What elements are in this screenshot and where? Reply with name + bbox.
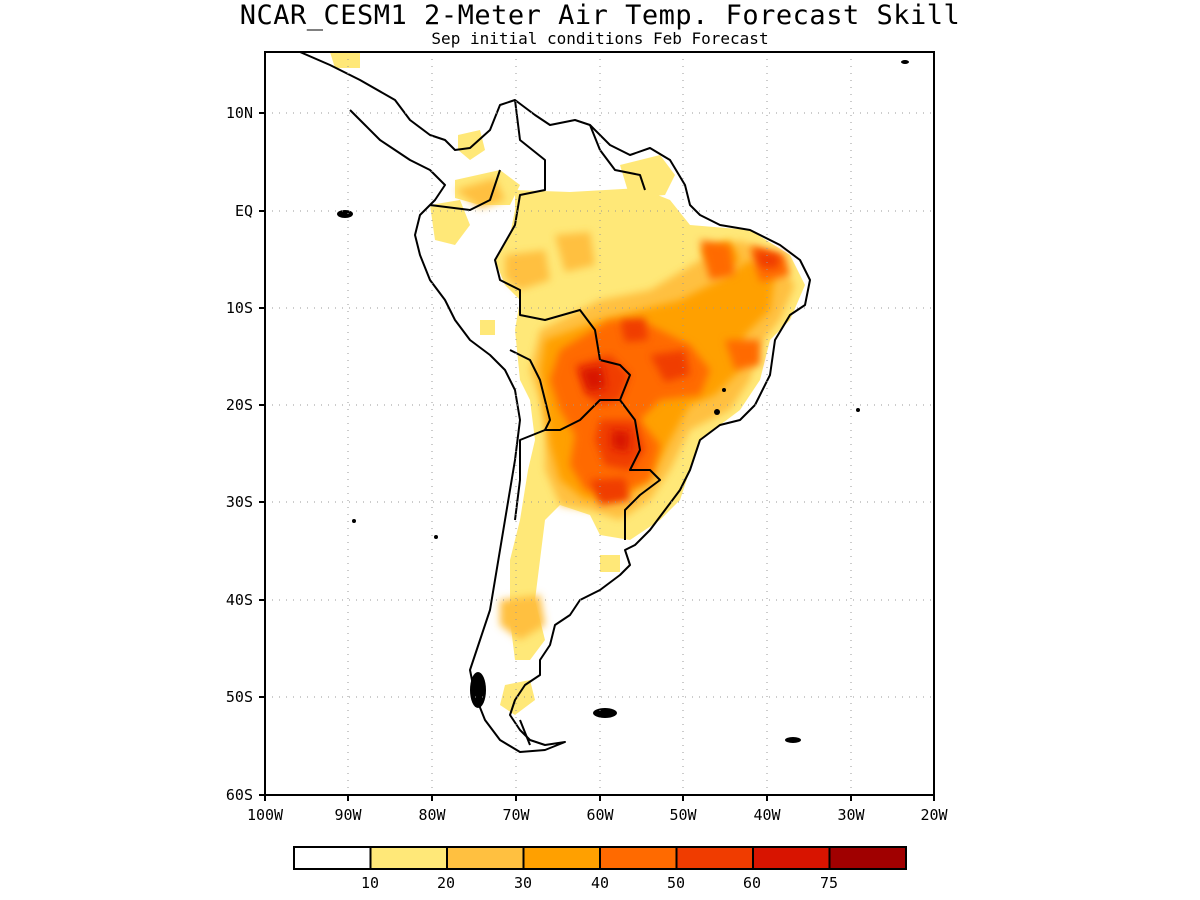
colorbar-swatch bbox=[599, 846, 678, 870]
y-tick-label: 10N bbox=[226, 104, 253, 122]
colorbar-swatch bbox=[675, 846, 754, 870]
y-axis-labels: 10N EQ 10S 20S 30S 40S 50S 60S bbox=[226, 104, 253, 804]
coastlines bbox=[299, 52, 811, 753]
x-tick-label: 70W bbox=[502, 806, 530, 824]
map-subtitle: Sep initial conditions Feb Forecast bbox=[431, 29, 769, 48]
colorbar-swatch bbox=[293, 846, 372, 870]
x-tick-label: 20W bbox=[920, 806, 948, 824]
grid-lines bbox=[265, 52, 934, 795]
colorbar: 10 20 30 40 50 60 75 bbox=[293, 846, 907, 892]
map-title: NCAR_CESM1 2-Meter Air Temp. Forecast Sk… bbox=[239, 0, 961, 31]
x-tick-label: 90W bbox=[334, 806, 362, 824]
islands bbox=[337, 60, 909, 743]
x-tick-label: 80W bbox=[418, 806, 446, 824]
colorbar-swatch bbox=[828, 846, 907, 870]
colorbar-swatch bbox=[522, 846, 601, 870]
y-tick-label: 10S bbox=[226, 299, 253, 317]
y-tick-label: EQ bbox=[235, 202, 253, 220]
colorbar-label: 50 bbox=[667, 874, 685, 892]
y-tick-label: 40S bbox=[226, 591, 253, 609]
x-axis-labels: 100W 90W 80W 70W 60W 50W 40W 30W 20W bbox=[247, 806, 949, 824]
y-tick-label: 50S bbox=[226, 688, 253, 706]
colorbar-label: 10 bbox=[361, 874, 379, 892]
colorbar-swatch bbox=[369, 846, 448, 870]
y-tick-label: 20S bbox=[226, 396, 253, 414]
y-tick-label: 30S bbox=[226, 493, 253, 511]
x-tick-label: 30W bbox=[837, 806, 865, 824]
x-tick-label: 60W bbox=[586, 806, 614, 824]
axis-ticks bbox=[259, 112, 935, 801]
colorbar-label: 60 bbox=[743, 874, 761, 892]
colorbar-label: 40 bbox=[591, 874, 609, 892]
colorbar-label: 30 bbox=[514, 874, 532, 892]
y-tick-label: 60S bbox=[226, 786, 253, 804]
colorbar-swatch bbox=[752, 846, 831, 870]
x-tick-label: 100W bbox=[247, 806, 284, 824]
colorbar-label: 75 bbox=[820, 874, 838, 892]
x-tick-label: 50W bbox=[669, 806, 697, 824]
colorbar-label: 20 bbox=[437, 874, 455, 892]
x-tick-label: 40W bbox=[753, 806, 781, 824]
colorbar-swatch bbox=[446, 846, 525, 870]
